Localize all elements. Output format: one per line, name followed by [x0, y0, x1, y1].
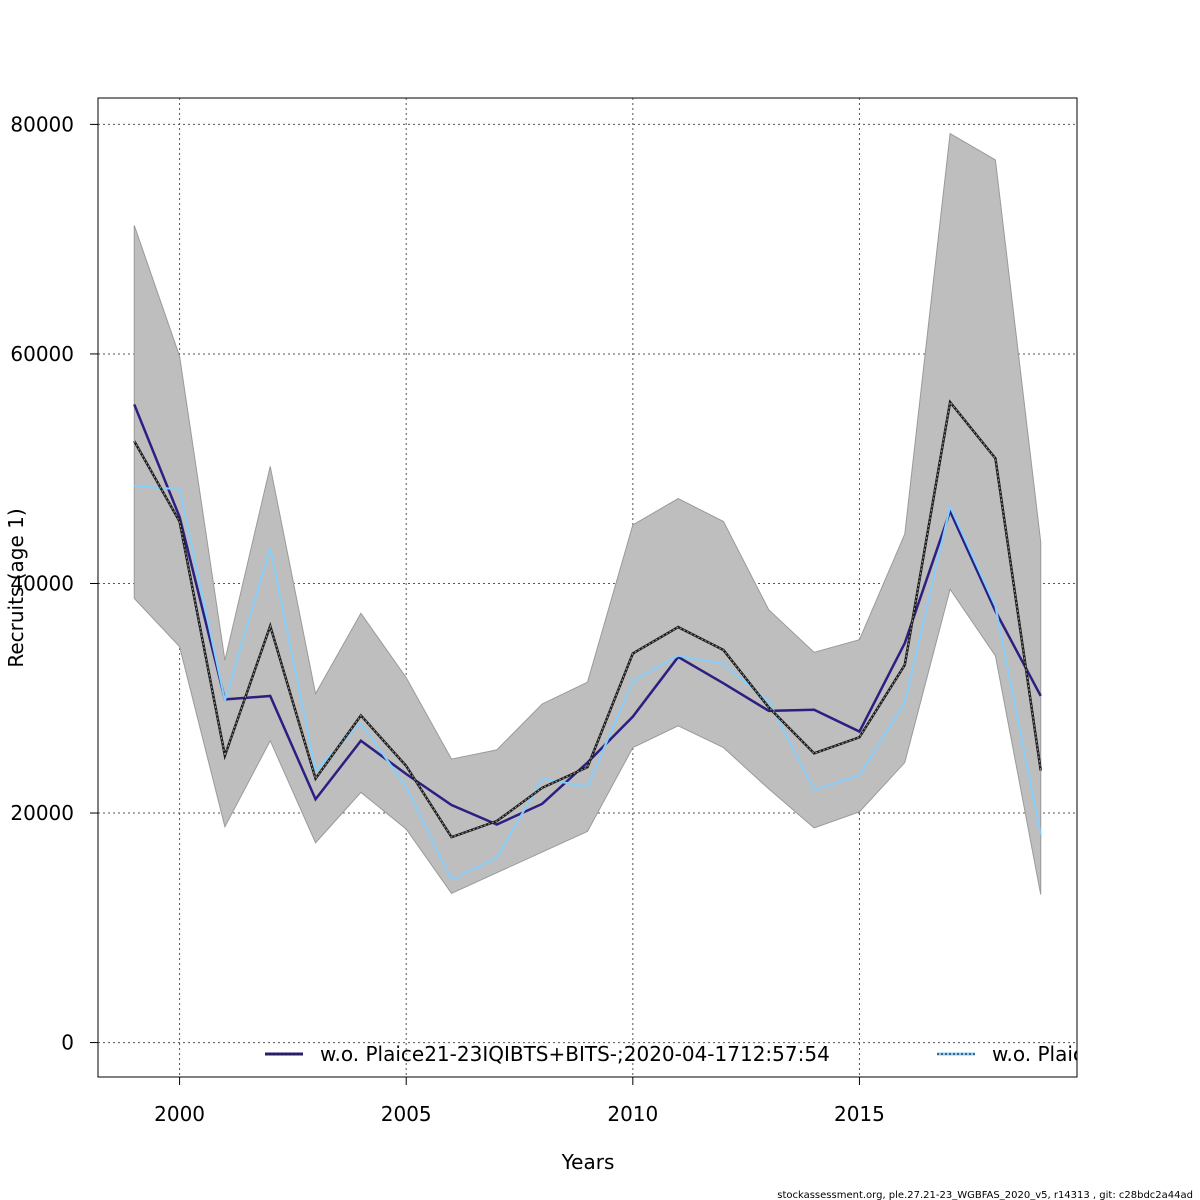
x-tick-label: 2005	[381, 1102, 432, 1126]
x-axis-title: Years	[561, 1150, 615, 1174]
legend: w.o. Plaice21-23IQIBTS+BITS-;2020-04-171…	[265, 1042, 1084, 1066]
y-tick-label: 40000	[10, 571, 74, 595]
x-tick-label: 2000	[154, 1102, 205, 1126]
plot-frame	[97, 97, 1078, 1078]
series-line-lightblue	[134, 484, 1042, 881]
y-tick-label: 20000	[10, 801, 74, 825]
series-line-purple	[133, 403, 1042, 826]
y-tick-label: 0	[61, 1031, 74, 1055]
confidence-band	[133, 132, 1042, 895]
x-tick-label: 2015	[834, 1102, 885, 1126]
footer-text: stockassessment.org, ple.27.21-23_WGBFAS…	[777, 1190, 1193, 1200]
x-tick-label: 2010	[607, 1102, 658, 1126]
legend-label: w.o. Plaic	[992, 1042, 1084, 1066]
legend-label: w.o. Plaice21-23IQIBTS+BITS-;2020-04-171…	[320, 1042, 830, 1066]
confidence-band-layer	[133, 132, 1042, 895]
y-tick-label: 60000	[10, 342, 74, 366]
series-layer	[133, 399, 1042, 881]
y-axis-title: Recruits (age 1)	[4, 508, 28, 667]
y-tick-label: 80000	[10, 112, 74, 136]
series-line-base-dash	[133, 400, 1042, 838]
axes: 2000 2005 2010 2015 0 20000 40000 60000 80000	[10, 112, 885, 1126]
